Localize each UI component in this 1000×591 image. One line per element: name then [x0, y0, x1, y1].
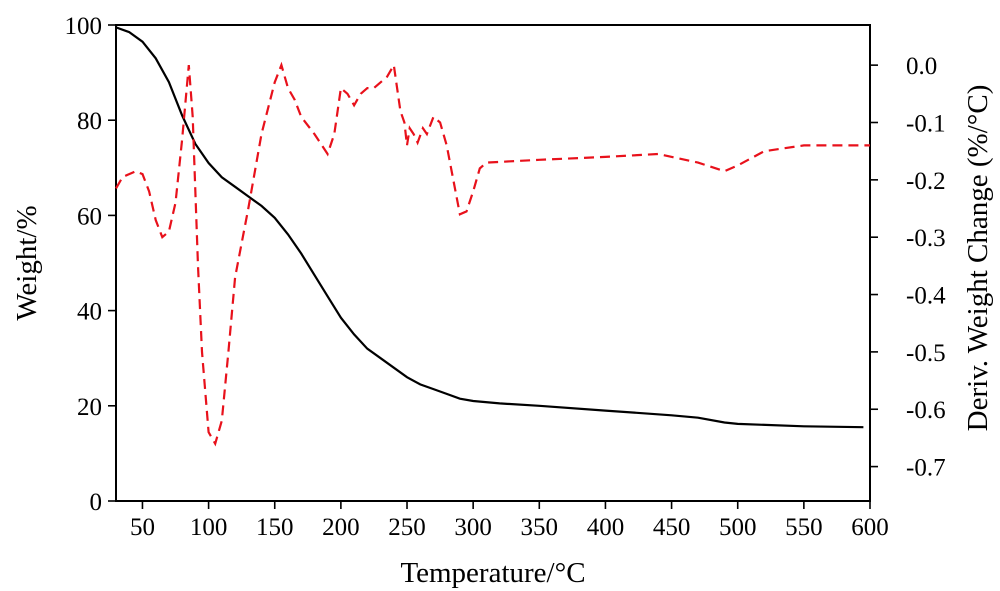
y2-tick-label: -0.5 — [906, 340, 946, 367]
y2-tick-label: -0.7 — [906, 455, 946, 482]
weight-series-line — [115, 26, 864, 429]
y2-tick-label: -0.2 — [906, 168, 946, 195]
x-tick-label: 150 — [256, 514, 294, 541]
y-tick-label: 80 — [77, 108, 102, 135]
x-tick-label: 200 — [322, 514, 360, 541]
x-tick-label: 300 — [454, 514, 492, 541]
y-axis-ticks: 0 20 40 60 80 100 — [65, 13, 116, 516]
y-tick-label: 60 — [77, 203, 102, 230]
y-tick-label: 100 — [65, 13, 103, 40]
y-tick-label: 0 — [90, 489, 103, 516]
x-tick-label: 50 — [130, 514, 155, 541]
x-tick-label: 550 — [785, 514, 823, 541]
x-tick-label: 350 — [521, 514, 559, 541]
x-tick-label: 500 — [719, 514, 757, 541]
x-axis-ticks: 50 100 150 200 250 300 350 400 450 500 550 600 — [130, 501, 889, 541]
x-tick-label: 600 — [851, 514, 889, 541]
y2-tick-label: -0.6 — [906, 397, 946, 424]
y2-tick-label: 0.0 — [906, 53, 937, 80]
x-axis-title: Temperature/°C — [400, 557, 585, 589]
x-tick-label: 250 — [388, 514, 426, 541]
series-layer — [115, 26, 870, 447]
y-axis-title: Weight/% — [11, 205, 43, 320]
deriv-weight-series-line — [115, 61, 870, 447]
y2-axis-ticks: 0.0 -0.1 -0.2 -0.3 -0.4 -0.5 -0.6 -0.7 — [870, 53, 946, 482]
x-tick-label: 400 — [587, 514, 625, 541]
x-tick-label: 450 — [653, 514, 691, 541]
y-tick-label: 40 — [77, 299, 102, 326]
y2-tick-label: -0.4 — [906, 283, 946, 310]
y2-axis-title: Deriv. Weight Change (%/°C) — [962, 85, 994, 432]
y2-tick-label: -0.1 — [906, 110, 946, 137]
y-tick-label: 20 — [77, 394, 102, 421]
plot-frame — [115, 24, 871, 502]
y2-tick-label: -0.3 — [906, 225, 946, 252]
x-tick-label: 100 — [190, 514, 228, 541]
